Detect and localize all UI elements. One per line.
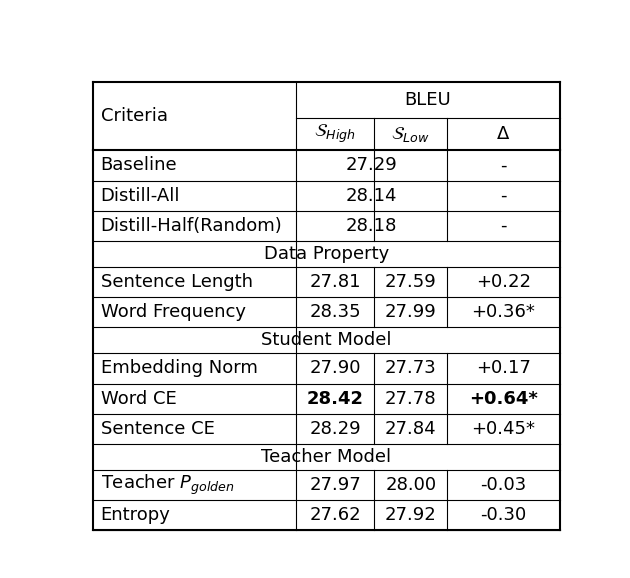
Text: 27.59: 27.59 (385, 273, 437, 291)
Text: +0.22: +0.22 (476, 273, 531, 291)
Text: Word CE: Word CE (101, 390, 176, 407)
Text: 27.92: 27.92 (385, 506, 437, 524)
Text: Teacher $P_{golden}$: Teacher $P_{golden}$ (101, 473, 234, 497)
Text: Distill-All: Distill-All (101, 187, 180, 205)
Text: Entropy: Entropy (101, 506, 171, 524)
Text: BLEU: BLEU (404, 91, 451, 109)
Text: $\Delta$: $\Delta$ (496, 125, 510, 143)
Text: 27.78: 27.78 (385, 390, 437, 407)
Text: 27.62: 27.62 (309, 506, 361, 524)
Text: -: - (500, 217, 507, 235)
Text: 27.99: 27.99 (385, 303, 437, 321)
Text: Distill-Half(Random): Distill-Half(Random) (101, 217, 282, 235)
Text: -0.30: -0.30 (481, 506, 527, 524)
Text: 27.84: 27.84 (385, 420, 437, 438)
Text: +0.17: +0.17 (476, 360, 531, 377)
Text: -: - (500, 157, 507, 175)
Text: Word Frequency: Word Frequency (101, 303, 246, 321)
Text: 27.97: 27.97 (309, 476, 361, 494)
Text: 28.35: 28.35 (309, 303, 361, 321)
Text: 28.29: 28.29 (309, 420, 361, 438)
Text: -0.03: -0.03 (481, 476, 527, 494)
Text: 28.14: 28.14 (346, 187, 398, 205)
Text: Student Model: Student Model (261, 331, 392, 350)
Text: Criteria: Criteria (101, 107, 168, 125)
Text: -: - (500, 187, 507, 205)
Text: 28.00: 28.00 (385, 476, 437, 494)
Text: Embedding Norm: Embedding Norm (101, 360, 258, 377)
Text: +0.64*: +0.64* (469, 390, 538, 407)
Text: $\mathcal{S}_{High}$: $\mathcal{S}_{High}$ (314, 123, 356, 146)
Text: +0.36*: +0.36* (472, 303, 536, 321)
Text: +0.45*: +0.45* (471, 420, 536, 438)
Text: Data Property: Data Property (264, 245, 389, 263)
Text: 27.81: 27.81 (309, 273, 361, 291)
Text: Sentence Length: Sentence Length (101, 273, 253, 291)
Text: 28.18: 28.18 (346, 217, 398, 235)
Text: 27.29: 27.29 (346, 157, 398, 175)
Text: $\mathcal{S}_{Low}$: $\mathcal{S}_{Low}$ (391, 125, 430, 144)
Text: Sentence CE: Sentence CE (101, 420, 215, 438)
Text: 27.73: 27.73 (385, 360, 437, 377)
Text: 28.42: 28.42 (307, 390, 364, 407)
Text: 27.90: 27.90 (309, 360, 361, 377)
Text: Teacher Model: Teacher Model (261, 448, 392, 466)
Text: Baseline: Baseline (101, 157, 178, 175)
